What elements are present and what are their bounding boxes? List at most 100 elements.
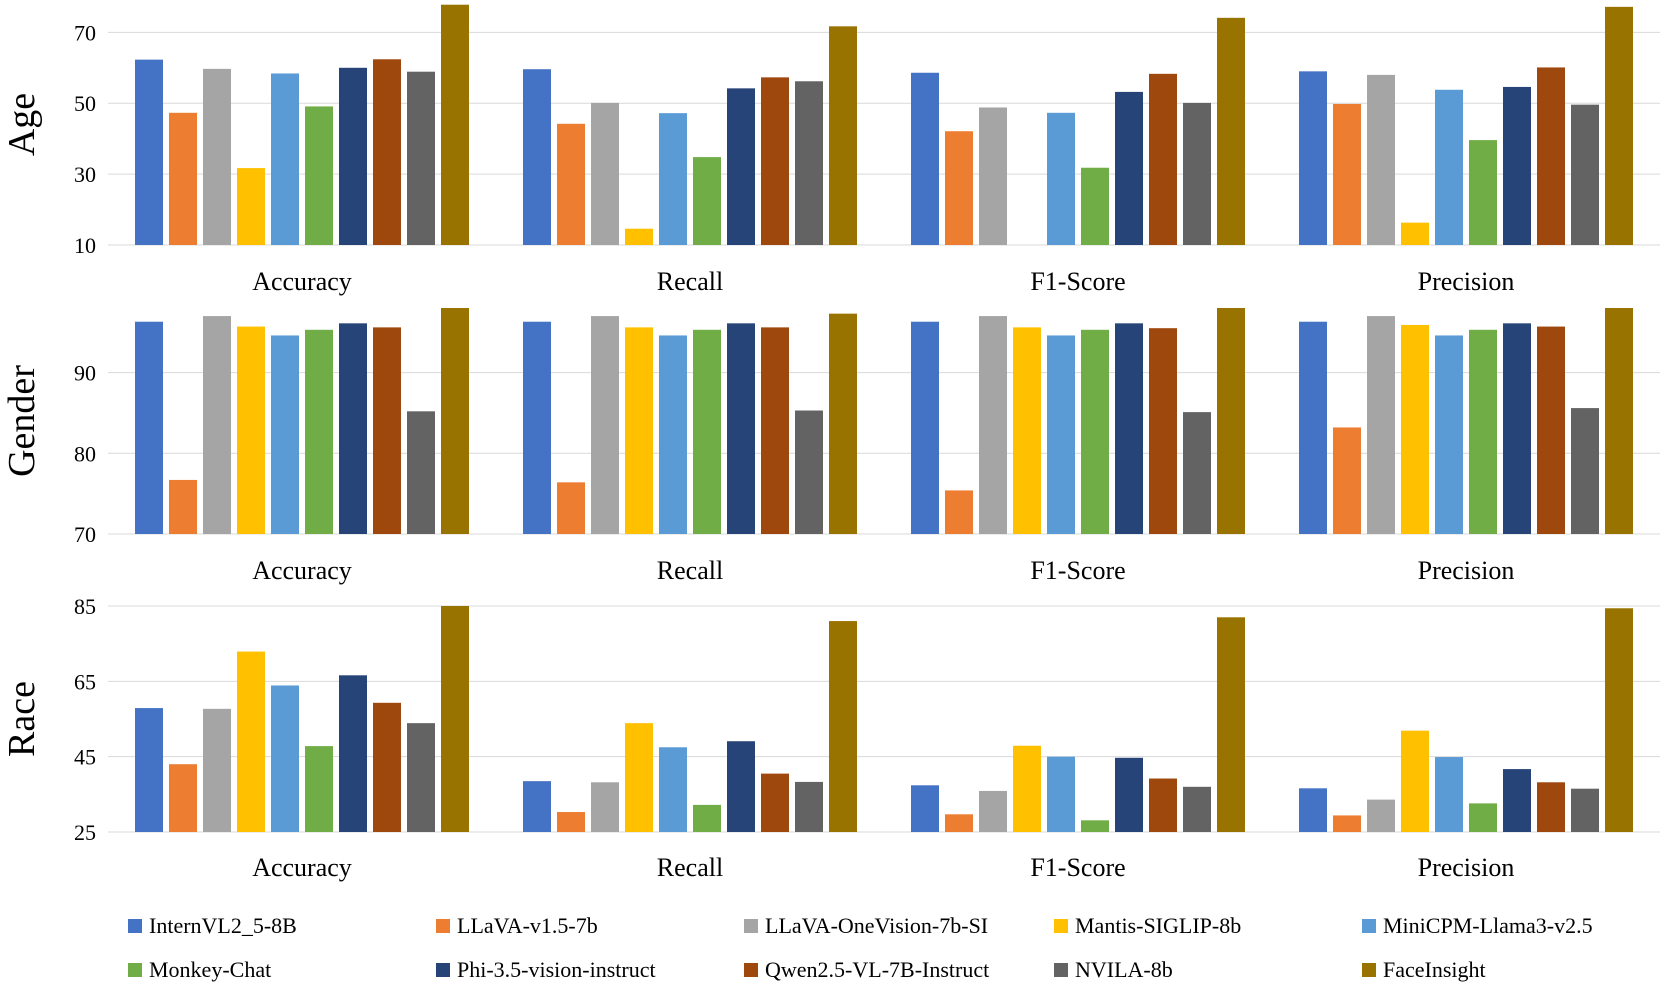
bar-age-f1-score-1 [945,131,973,245]
category-label: F1-Score [1030,853,1125,882]
bar-race-recall-2 [591,782,619,832]
bar-gender-accuracy-5 [305,329,333,534]
bar-age-accuracy-9 [441,4,469,246]
bar-race-f1-score-4 [1047,756,1075,832]
bar-age-precision-9 [1605,6,1633,245]
bar-race-precision-6 [1503,769,1531,832]
y-tick-label: 30 [74,162,96,187]
bar-gender-accuracy-2 [203,316,231,534]
bar-race-precision-5 [1469,803,1497,832]
legend-swatch [1362,963,1376,977]
bar-gender-accuracy-6 [339,323,367,534]
legend-swatch [744,919,758,933]
bar-age-f1-score-2 [979,107,1007,245]
bar-age-recall-0 [523,69,551,245]
bar-gender-accuracy-4 [271,335,299,534]
legend-label: FaceInsight [1383,957,1486,982]
panel-gender: 70 80 90 Gender Accuracy Recall F1-Score Precis… [1,308,1660,585]
legend: InternVL2_5-8B LLaVA-v1.5-7b LLaVA-OneVisi… [128,913,1593,982]
bar-gender-precision-8 [1571,408,1599,534]
bar-age-precision-2 [1367,74,1395,245]
bar-race-f1-score-6 [1115,757,1143,832]
y-tick-label: 50 [74,91,96,116]
bar-age-recall-3 [625,228,653,245]
bar-race-f1-score-8 [1183,786,1211,832]
bar-race-accuracy-8 [407,723,435,832]
bar-gender-precision-2 [1367,316,1395,534]
legend-swatch [436,963,450,977]
y-tick-label: 70 [74,522,96,547]
bar-age-accuracy-6 [339,67,367,245]
legend-item: MiniCPM-Llama3-v2.5 [1362,913,1593,938]
bar-race-recall-1 [557,812,585,832]
bar-age-f1-score-5 [1081,167,1109,245]
legend-item: NVILA-8b [1054,957,1173,982]
bar-gender-precision-3 [1401,324,1429,534]
bar-age-recall-7 [761,77,789,245]
bar-gender-precision-9 [1605,308,1633,534]
bar-race-f1-score-3 [1013,745,1041,832]
bar-age-precision-6 [1503,86,1531,246]
bar-age-f1-score-8 [1183,102,1211,245]
bar-age-accuracy-5 [305,106,333,245]
bar-gender-accuracy-0 [135,321,163,534]
y-tick-label: 65 [74,669,96,694]
category-label: Accuracy [252,853,352,882]
bar-age-precision-4 [1435,89,1463,246]
bar-race-accuracy-3 [237,651,265,832]
bar-age-precision-1 [1333,103,1361,245]
bar-gender-recall-4 [659,335,687,534]
bar-race-recall-4 [659,747,687,832]
category-label: Recall [657,267,723,296]
legend-label: NVILA-8b [1075,957,1173,982]
bar-age-accuracy-8 [407,71,435,245]
category-label: Accuracy [252,556,352,585]
legend-swatch [436,919,450,933]
bar-age-precision-8 [1571,104,1599,245]
legend-label: InternVL2_5-8B [149,913,297,938]
legend-label: LLaVA-v1.5-7b [457,913,598,938]
bar-gender-accuracy-7 [373,327,401,534]
bar-gender-recall-5 [693,329,721,534]
bar-race-recall-6 [727,741,755,832]
bar-age-precision-0 [1299,71,1327,246]
bar-age-recall-1 [557,123,585,245]
legend-swatch [744,963,758,977]
bar-gender-f1-score-5 [1081,329,1109,534]
bar-age-accuracy-3 [237,168,265,245]
bar-gender-accuracy-9 [441,308,469,534]
bar-race-precision-4 [1435,757,1463,832]
category-label: Precision [1418,267,1515,296]
legend-item: FaceInsight [1362,957,1486,982]
bar-age-f1-score-4 [1047,112,1075,245]
bar-gender-precision-7 [1537,326,1565,534]
legend-label: MiniCPM-Llama3-v2.5 [1383,913,1593,938]
bar-gender-f1-score-0 [911,321,939,534]
bar-age-recall-6 [727,88,755,245]
bar-race-f1-score-0 [911,785,939,832]
bar-gender-precision-1 [1333,427,1361,534]
bar-gender-accuracy-8 [407,411,435,534]
bar-race-precision-3 [1401,730,1429,832]
y-tick-label: 80 [74,441,96,466]
legend-item: Mantis-SIGLIP-8b [1054,913,1241,938]
panel-age: 10 30 50 70 Age Accuracy Recall F1-Score Precisi… [1,4,1660,296]
bar-age-recall-4 [659,113,687,246]
bar-age-recall-9 [829,26,857,245]
category-label: F1-Score [1030,267,1125,296]
bar-race-accuracy-6 [339,675,367,832]
bar-race-precision-1 [1333,815,1361,832]
bar-race-recall-3 [625,723,653,832]
bar-age-f1-score-7 [1149,73,1177,245]
bar-race-f1-score-2 [979,790,1007,832]
bar-race-precision-7 [1537,782,1565,832]
bar-race-accuracy-4 [271,685,299,832]
bar-gender-f1-score-6 [1115,323,1143,534]
bar-age-recall-5 [693,157,721,245]
bar-race-accuracy-2 [203,708,231,832]
bar-gender-recall-2 [591,316,619,534]
bar-gender-recall-8 [795,410,823,534]
y-tick-label: 85 [74,594,96,619]
bar-race-recall-5 [693,804,721,832]
